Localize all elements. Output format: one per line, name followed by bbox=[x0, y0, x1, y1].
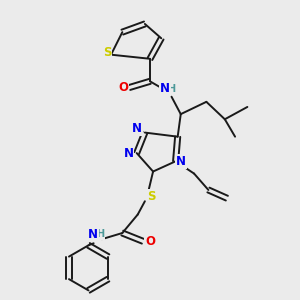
Text: N: N bbox=[88, 227, 98, 241]
Text: H: H bbox=[167, 83, 175, 94]
Text: N: N bbox=[160, 82, 170, 95]
Text: N: N bbox=[176, 155, 186, 168]
Text: N: N bbox=[132, 122, 142, 135]
Text: O: O bbox=[118, 81, 128, 94]
Text: S: S bbox=[147, 190, 155, 202]
Text: H: H bbox=[96, 229, 104, 239]
Text: O: O bbox=[145, 235, 155, 248]
Text: S: S bbox=[103, 46, 111, 59]
Text: N: N bbox=[124, 147, 134, 160]
